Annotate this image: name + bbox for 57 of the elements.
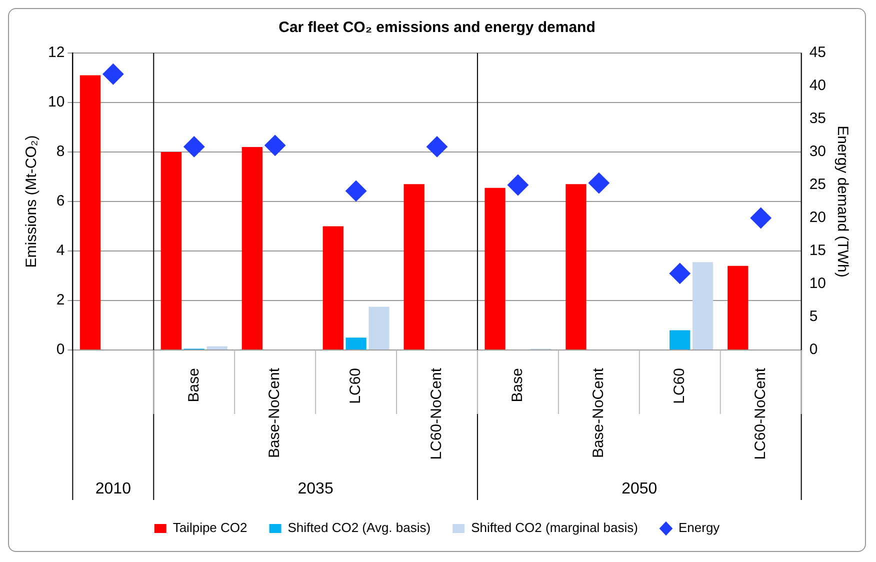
bar [346, 338, 366, 350]
legend-label: Shifted CO2 (marginal basis) [471, 520, 638, 536]
chart-title: Car fleet CO₂ emissions and energy demand [278, 19, 596, 36]
bar [160, 152, 182, 350]
bar [80, 75, 101, 350]
y2-tick-label: 10 [809, 275, 826, 292]
point [346, 180, 367, 202]
text: 2035 [298, 480, 334, 498]
text: 2010 [95, 480, 132, 498]
bar [242, 147, 262, 350]
y2-tick-label: 25 [809, 176, 826, 194]
x-tick-label: LC60 [347, 368, 364, 404]
y2-tick-label: 30 [809, 143, 826, 160]
point [669, 262, 690, 284]
legend-label: Shifted CO2 (Avg. basis) [288, 520, 431, 536]
point [588, 172, 610, 194]
bar [728, 266, 748, 350]
y-tick-label: 0 [56, 341, 65, 358]
y2-tick-label: 40 [809, 77, 826, 94]
point [750, 208, 772, 228]
bar [484, 188, 506, 350]
x-tick-label: Base [185, 368, 202, 402]
y2-tick-label: 15 [809, 242, 826, 260]
y-tick-label: 10 [48, 94, 65, 111]
y2-tick-label: 35 [809, 110, 826, 128]
bar [206, 346, 228, 350]
bar [566, 184, 586, 350]
legend-label: Energy [678, 520, 720, 536]
text: 2050 [622, 480, 658, 498]
x-tick-label: Base-NoCent [590, 367, 608, 458]
point [184, 136, 205, 158]
y-tick-label: 4 [56, 242, 65, 260]
x-tick-label: LC60-NoCent [428, 367, 446, 460]
point [264, 134, 286, 156]
y-tick-label: 2 [56, 292, 65, 309]
y2-tick-label: 20 [809, 209, 826, 226]
y2-axis-title: Energy demand (TWh) [834, 126, 851, 278]
y-tick-label: 8 [56, 143, 65, 160]
y2-tick-label: 0 [809, 341, 818, 358]
y-tick-label: 12 [48, 44, 65, 62]
bar [692, 262, 714, 350]
y2-tick-label: 5 [809, 308, 818, 326]
bar [322, 226, 344, 350]
point [507, 174, 528, 196]
bar [368, 306, 390, 350]
point [426, 136, 448, 158]
x-tick-label: LC60 [671, 368, 688, 404]
x-tick-label: LC60-NoCent [752, 367, 769, 460]
x-tick-label: Base-NoCent [266, 367, 284, 458]
y-tick-label: 6 [56, 192, 65, 210]
bar [670, 330, 690, 350]
point [102, 64, 124, 85]
legend-label: Tailpipe CO2 [172, 520, 248, 536]
y-axis-title: Emissions (Mt-CO₂) [23, 135, 40, 268]
bar [404, 184, 424, 350]
x-tick-label: Base [509, 368, 526, 402]
y2-tick-label: 45 [809, 44, 826, 62]
